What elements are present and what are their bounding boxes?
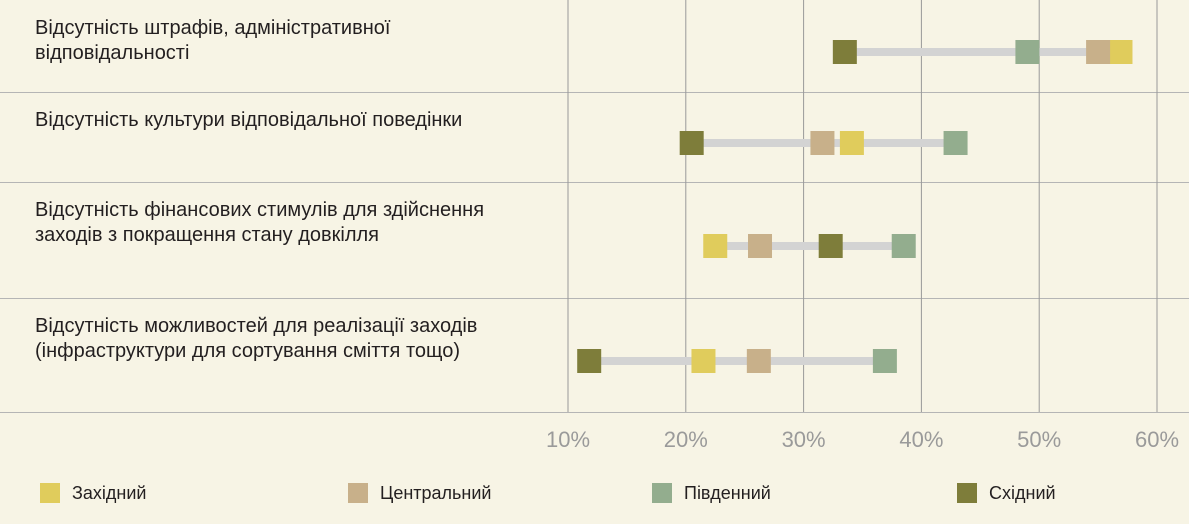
legend-label: Східний bbox=[989, 483, 1056, 503]
legend-label: Центральний bbox=[380, 483, 491, 503]
dot-marker bbox=[810, 131, 835, 155]
dot-marker bbox=[943, 131, 968, 155]
legend-swatch bbox=[348, 483, 368, 503]
dot-marker bbox=[1108, 40, 1133, 64]
x-tick-label: 30% bbox=[782, 427, 826, 452]
dot-marker bbox=[872, 349, 897, 373]
dot-marker bbox=[703, 234, 728, 258]
x-tick-label: 10% bbox=[546, 427, 590, 452]
dot-marker bbox=[679, 131, 704, 155]
category-label: Відсутність штрафів, адміністративної ві… bbox=[35, 17, 391, 64]
x-tick-label: 40% bbox=[899, 427, 943, 452]
category-label: Відсутність культури відповідальної пове… bbox=[35, 109, 463, 131]
x-tick-label: 20% bbox=[664, 427, 708, 452]
dot-marker bbox=[891, 234, 916, 258]
category-label: Відсутність можливостей для реалізації з… bbox=[35, 315, 478, 362]
dot-marker bbox=[818, 234, 843, 258]
dot-marker bbox=[1086, 40, 1111, 64]
legend-label: Західний bbox=[72, 483, 146, 503]
dot-marker bbox=[746, 349, 771, 373]
dot-marker bbox=[839, 131, 864, 155]
legend-swatch bbox=[40, 483, 60, 503]
dot-marker bbox=[1015, 40, 1040, 64]
legend-swatch bbox=[652, 483, 672, 503]
dot-marker bbox=[832, 40, 857, 64]
x-tick-label: 60% bbox=[1135, 427, 1179, 452]
legend-label: Південний bbox=[684, 483, 771, 503]
x-tick-label: 50% bbox=[1017, 427, 1061, 452]
dot-marker bbox=[748, 234, 773, 258]
category-label: Відсутність фінансових стимулів для здій… bbox=[35, 199, 485, 246]
legend-swatch bbox=[957, 483, 977, 503]
dot-marker bbox=[577, 349, 602, 373]
dot-marker bbox=[691, 349, 716, 373]
